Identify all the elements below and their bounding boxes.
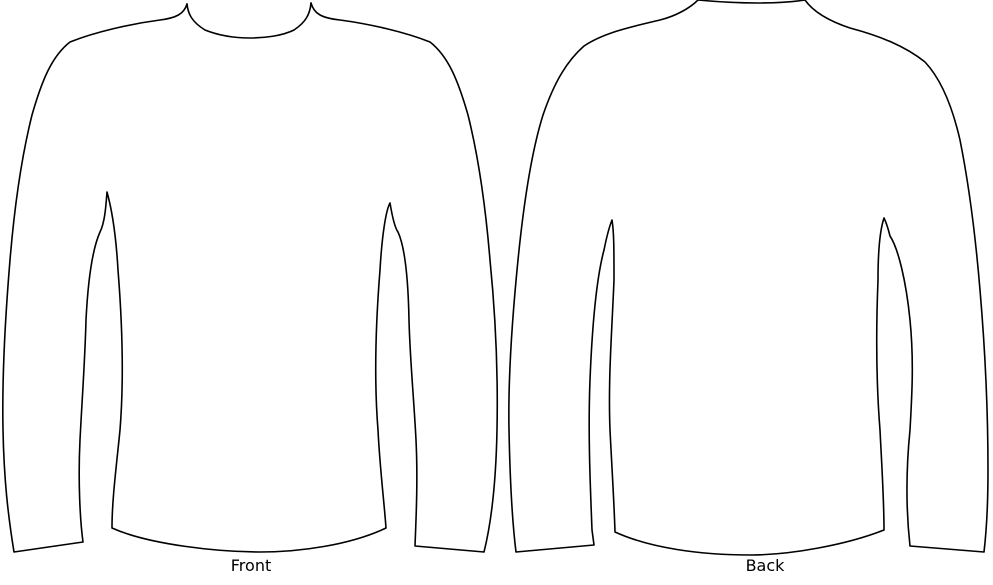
front-view-label: Front — [230, 556, 272, 575]
front-collar — [186, 2, 312, 39]
back-body-outline — [508, 0, 989, 556]
front-body-outline — [2, 2, 499, 553]
back-view-label: Back — [745, 556, 785, 575]
